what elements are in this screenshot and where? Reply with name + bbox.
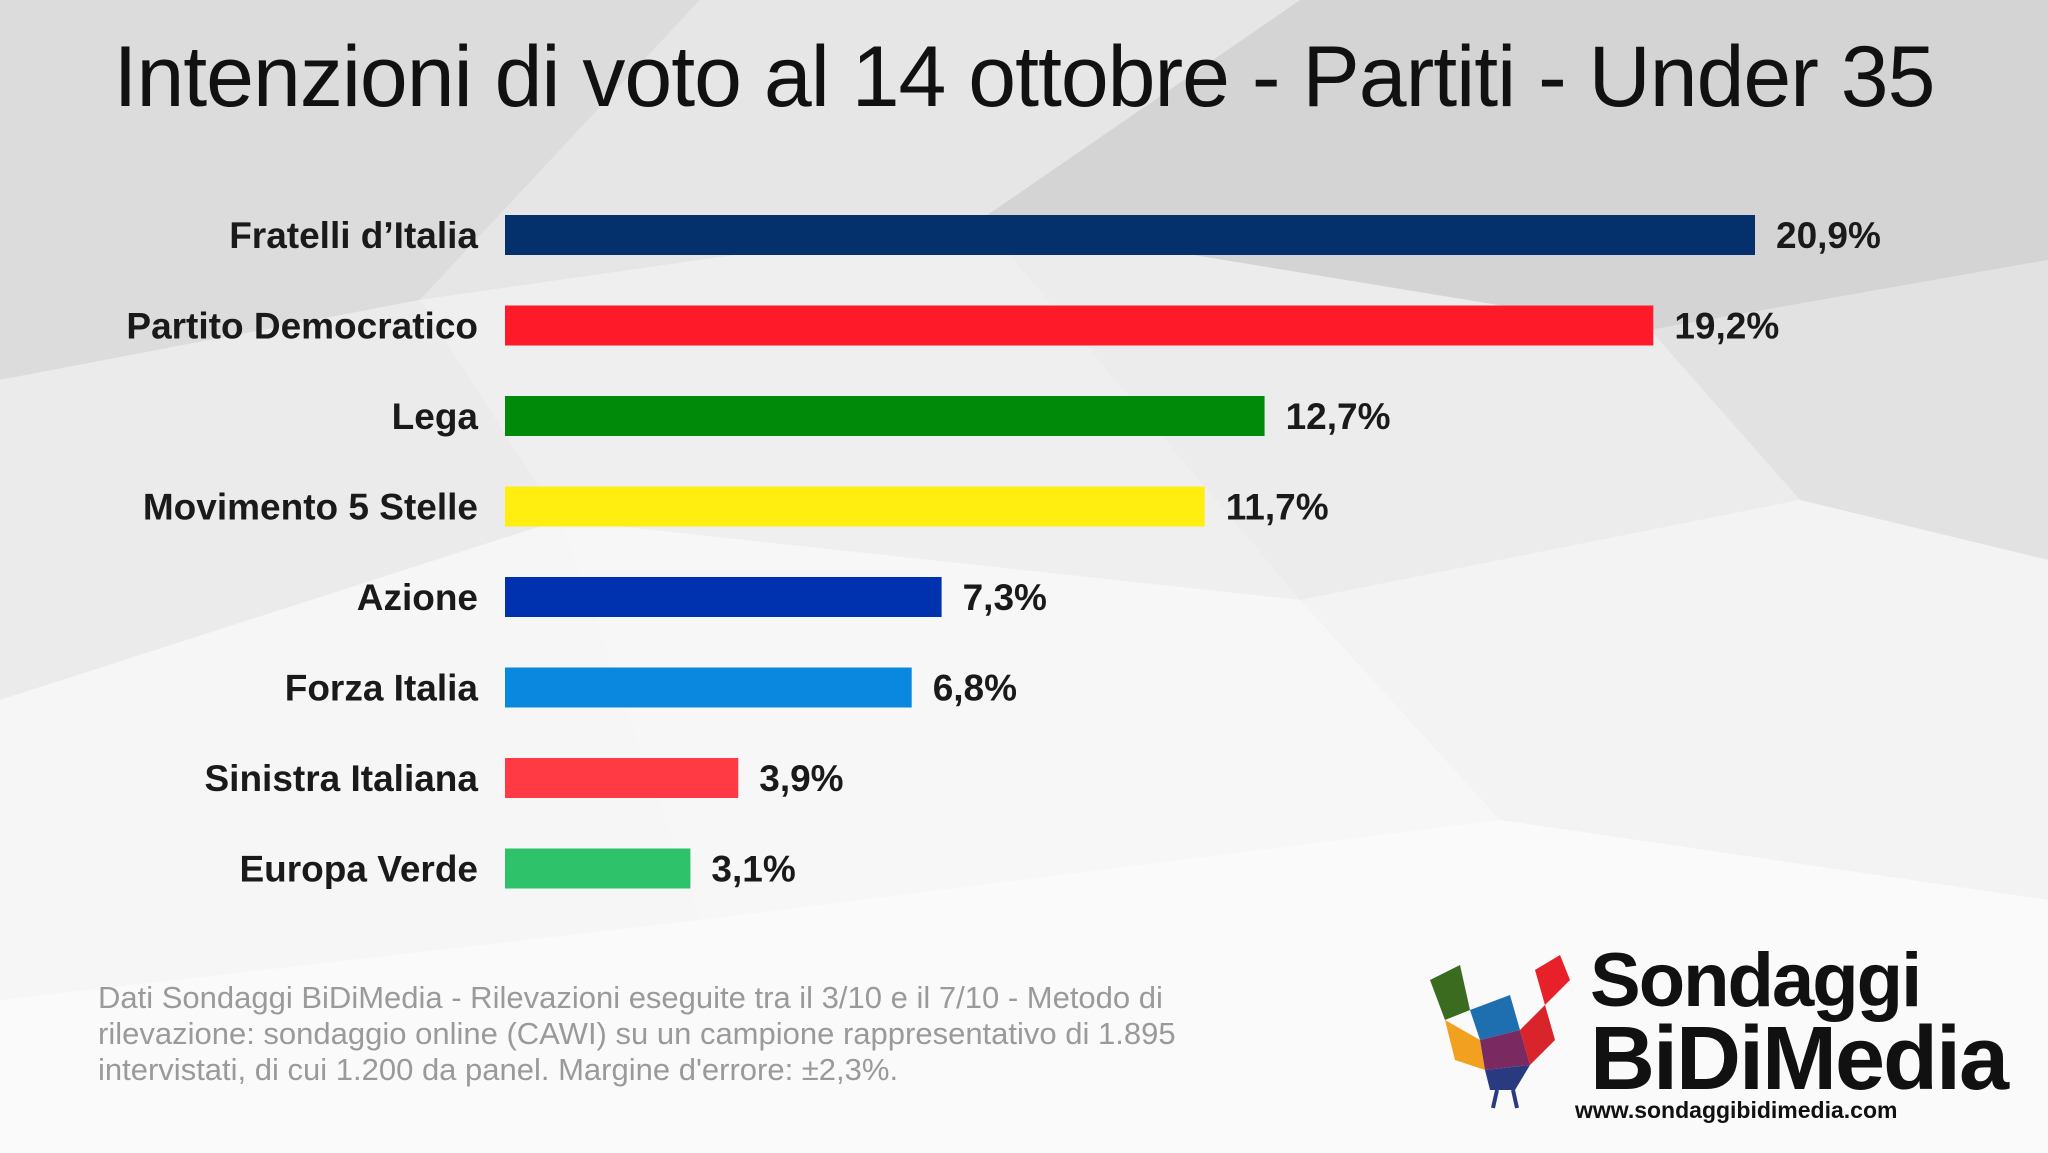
bar <box>505 848 691 889</box>
category-label: Sinistra Italiana <box>205 758 479 799</box>
category-label: Lega <box>392 396 479 437</box>
footnote: Dati Sondaggi BiDiMedia - Rilevazioni es… <box>98 980 1176 1087</box>
category-label: Partito Democratico <box>126 306 478 347</box>
bar <box>505 305 1654 346</box>
logo-name-line1: Sondaggi <box>1590 938 1922 1023</box>
logo-wordmark: Sondaggi BiDiMedia <box>1590 938 2009 1109</box>
value-label: 19,2% <box>1674 306 1779 347</box>
bar <box>505 396 1265 436</box>
logo-name-line2: BiDiMedia <box>1590 1009 2009 1109</box>
category-label: Azione <box>357 577 478 618</box>
bar <box>505 758 739 798</box>
bar <box>505 577 942 617</box>
value-label: 6,8% <box>933 668 1017 709</box>
value-label: 20,9% <box>1776 215 1881 256</box>
chart-title: Intenzioni di voto al 14 ottobre - Parti… <box>113 29 1936 125</box>
value-label: 3,1% <box>711 849 795 890</box>
value-label: 12,7% <box>1286 396 1391 437</box>
value-label: 11,7% <box>1226 487 1329 528</box>
category-label: Fratelli d’Italia <box>229 215 478 256</box>
bar <box>505 215 1755 255</box>
value-label: 3,9% <box>759 758 843 799</box>
category-label: Movimento 5 Stelle <box>143 487 478 528</box>
rooster-icon <box>1430 955 1570 1109</box>
brand-logo: Sondaggi BiDiMedia www.sondaggibidimedia… <box>1425 938 2025 1135</box>
category-label: Europa Verde <box>239 849 478 890</box>
bar <box>505 667 912 708</box>
category-label: Forza Italia <box>285 668 479 709</box>
logo-url: www.sondaggibidimedia.com <box>1575 1097 1898 1123</box>
bar <box>505 486 1205 527</box>
value-label: 7,3% <box>963 577 1047 618</box>
